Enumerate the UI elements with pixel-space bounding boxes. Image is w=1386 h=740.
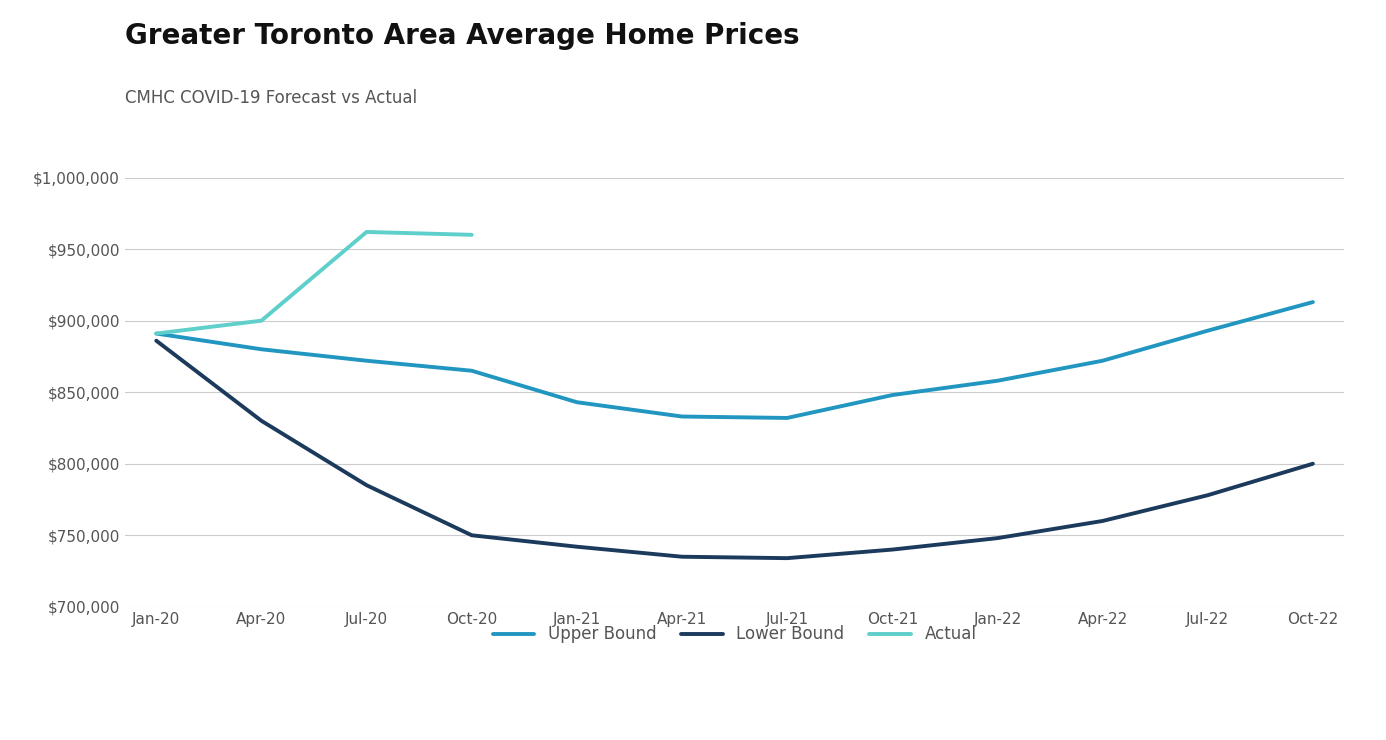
Upper Bound [358, 356, 374, 365]
Actual [358, 227, 374, 236]
Lower Bound [463, 531, 480, 539]
Line: Upper Bound: Upper Bound [157, 302, 1313, 418]
Lower Bound [990, 534, 1006, 542]
Actual [463, 230, 480, 239]
Upper Bound [884, 391, 901, 400]
Upper Bound [779, 414, 796, 423]
Text: CMHC COVID-19 Forecast vs Actual: CMHC COVID-19 Forecast vs Actual [125, 89, 417, 107]
Actual [254, 316, 270, 325]
Lower Bound [148, 336, 165, 345]
Upper Bound [148, 329, 165, 338]
Upper Bound [254, 345, 270, 354]
Lower Bound [254, 417, 270, 425]
Upper Bound [990, 377, 1006, 386]
Lower Bound [1304, 460, 1321, 468]
Lower Bound [568, 542, 585, 551]
Actual [148, 329, 165, 338]
Upper Bound [568, 398, 585, 407]
Line: Actual: Actual [157, 232, 471, 334]
Text: Greater Toronto Area Average Home Prices: Greater Toronto Area Average Home Prices [125, 22, 800, 50]
Lower Bound [1199, 491, 1216, 500]
Upper Bound [463, 366, 480, 375]
Legend: Upper Bound, Lower Bound, Actual: Upper Bound, Lower Bound, Actual [486, 619, 983, 650]
Lower Bound [779, 554, 796, 562]
Lower Bound [884, 545, 901, 554]
Line: Lower Bound: Lower Bound [157, 340, 1313, 558]
Lower Bound [1095, 517, 1112, 525]
Upper Bound [1095, 356, 1112, 365]
Lower Bound [674, 552, 690, 561]
Lower Bound [358, 481, 374, 490]
Upper Bound [1304, 297, 1321, 306]
Upper Bound [1199, 326, 1216, 335]
Upper Bound [674, 412, 690, 421]
